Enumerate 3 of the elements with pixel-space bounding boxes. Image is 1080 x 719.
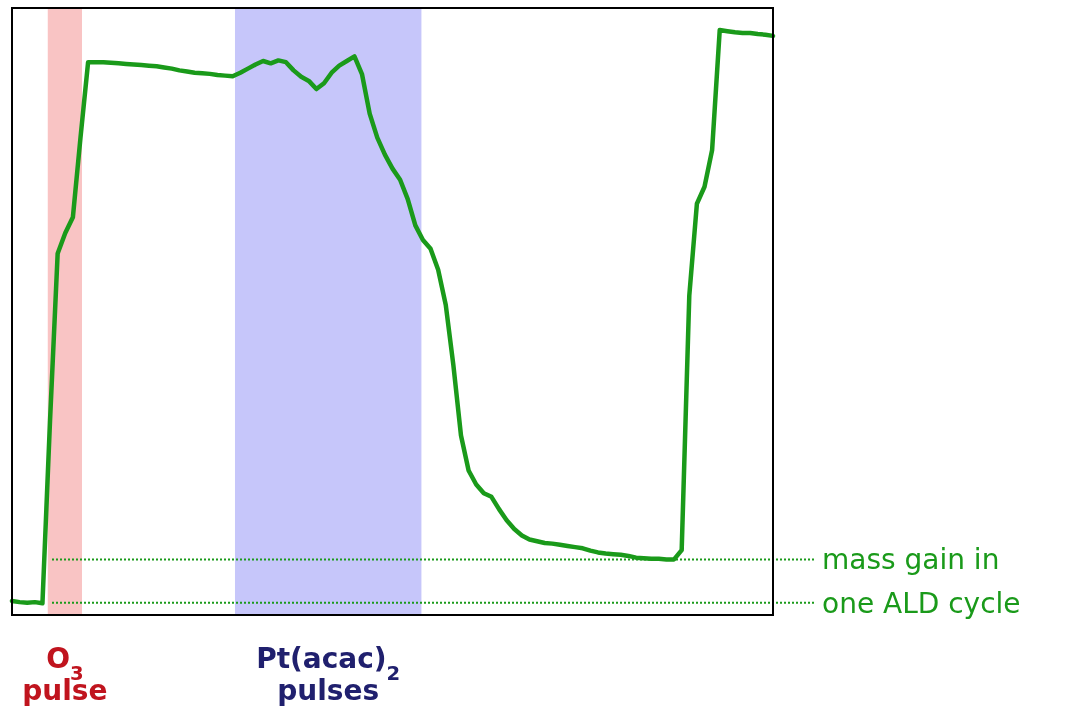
text: Pt(acac)$_{2}$ pulses bbox=[256, 642, 401, 707]
text: mass gain in one ALD cycle bbox=[822, 543, 1021, 620]
text: O$_{3}$ pulse bbox=[22, 642, 108, 707]
